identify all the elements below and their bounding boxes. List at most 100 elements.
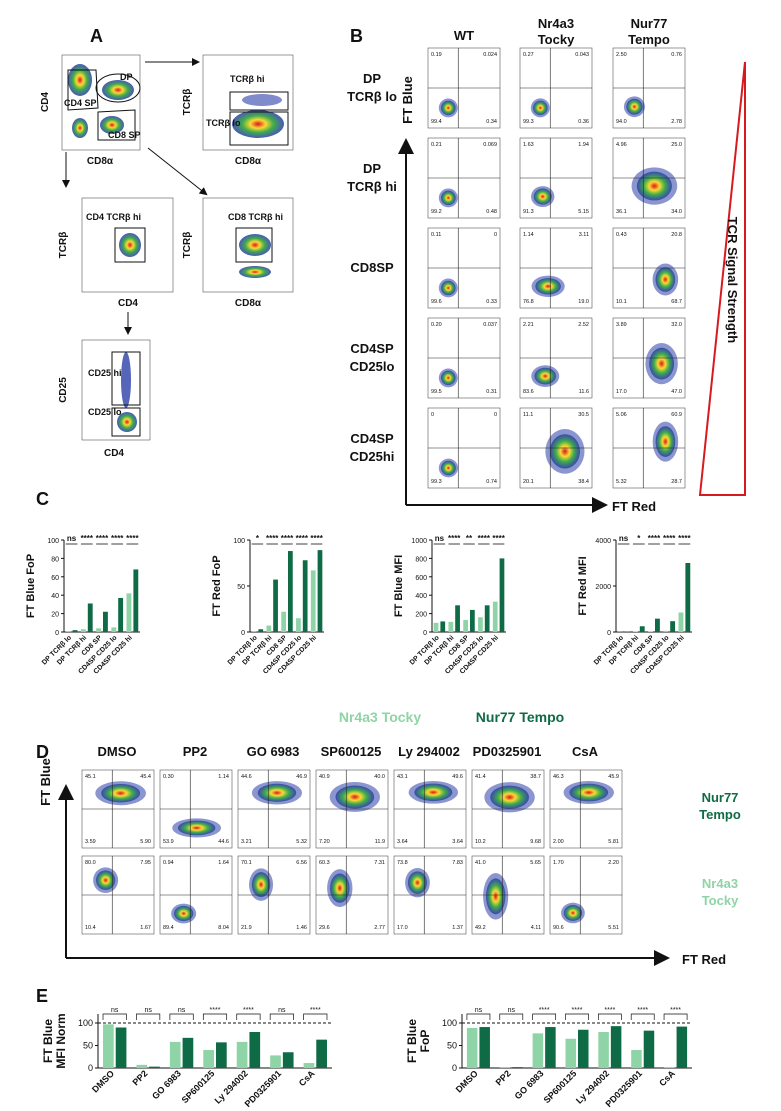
quadrant-value: 0 [494, 232, 497, 238]
density [441, 190, 456, 206]
y-axis-label: FT Red FoP [211, 555, 223, 616]
bar [182, 1037, 194, 1068]
quadrant-value: 0.19 [431, 52, 442, 58]
x-label: CD8α [235, 156, 262, 167]
significance: **** [210, 1007, 221, 1014]
column-header: Tempo [628, 32, 670, 47]
quadrant-value: 5.81 [608, 839, 619, 845]
quadrant-value: 2.00 [553, 839, 564, 845]
panel-a: A DP CD4 SP CD8 SP CD4 CD8α TCRβ hi TCRβ… [40, 26, 294, 459]
significance: **** [572, 1007, 583, 1014]
x-tick-label: GO 6983 [150, 1068, 183, 1101]
quadrant-value: 11.1 [523, 412, 533, 418]
quadrant-value: 0.76 [671, 52, 682, 58]
density [655, 426, 676, 457]
panel-letter: A [90, 26, 103, 46]
bar [643, 1030, 655, 1068]
quadrant-value: 44.6 [218, 839, 229, 845]
gate-label: CD4 TCRβ hi [86, 212, 141, 222]
quadrant-value: 2.50 [616, 52, 627, 58]
density [242, 94, 282, 106]
significance: ns [619, 534, 629, 543]
significance-bracket [466, 1013, 491, 1020]
significance: ns [111, 1007, 119, 1014]
bar [470, 609, 475, 632]
quadrant-value: 38.7 [530, 774, 541, 780]
quadrant-value: 99.5 [431, 389, 442, 395]
quadrant-value: 0.043 [575, 52, 589, 58]
bar [303, 1063, 315, 1068]
y-tick-label: 100 [233, 538, 245, 545]
bar [310, 570, 316, 632]
quadrant-value: 0.94 [163, 860, 174, 866]
y-tick-label: 0 [55, 630, 59, 637]
density [533, 100, 548, 116]
quadrant-value: 1.14 [523, 232, 534, 238]
significance: **** [310, 534, 323, 543]
quadrant-value: 2.52 [578, 322, 589, 328]
significance-bracket [269, 1013, 294, 1020]
gate-label: TCRβ hi [230, 74, 265, 84]
row-label: TCRβ hi [347, 179, 397, 194]
quadrant-value: 34.0 [671, 209, 682, 215]
bar [463, 620, 468, 632]
y-tick-label: 0 [88, 1063, 93, 1073]
condition-label: GO 6983 [247, 744, 300, 759]
y-axis-label: FT Blue MFI [393, 555, 405, 617]
quadrant-value: 91.3 [523, 209, 534, 215]
quadrant-value: 99.3 [523, 119, 534, 125]
quadrant-value: 2.21 [523, 322, 534, 328]
row-label: Tempo [699, 807, 741, 822]
condition-label: Ly 294002 [398, 744, 460, 759]
quadrant-value: 83.6 [523, 389, 534, 395]
bar [169, 1041, 181, 1068]
density [117, 412, 137, 432]
quadrant-value: 7.83 [452, 860, 463, 866]
quadrant-value: 99.3 [431, 479, 442, 485]
density [549, 434, 580, 469]
density [335, 785, 375, 809]
x-tick-label: SP600125 [180, 1068, 217, 1105]
bar [126, 593, 132, 632]
row-label: DP [363, 161, 381, 176]
y-tick-label: 20 [51, 612, 59, 619]
bar [266, 625, 272, 632]
bar [598, 1032, 609, 1068]
x-tick-label: PP2 [130, 1068, 149, 1087]
quadrant-value: 70.1 [241, 860, 252, 866]
quadrant-value: 53.9 [163, 839, 174, 845]
quadrant-value: 73.8 [397, 860, 408, 866]
bar [670, 621, 676, 632]
quadrant-value: 49.2 [475, 925, 486, 931]
significance-bracket [169, 1013, 194, 1020]
bar [545, 1027, 556, 1068]
y-label: CD4 [40, 92, 51, 112]
bar [270, 1055, 281, 1068]
column-header: Tocky [538, 32, 575, 47]
quadrant-value: 89.4 [163, 925, 174, 931]
quadrant-value: 40.9 [319, 774, 330, 780]
quadrant-value: 1.46 [296, 925, 307, 931]
bar [578, 1029, 589, 1068]
density [239, 266, 271, 278]
density [177, 820, 216, 836]
bar [532, 1033, 544, 1068]
column-header: Nr4a3 [538, 16, 574, 31]
quadrant-value: 99.6 [431, 299, 442, 305]
quadrant-value: 0.31 [486, 389, 497, 395]
density [68, 64, 92, 96]
quadrant-value: 49.6 [452, 774, 463, 780]
y-tick-label: 600 [415, 575, 427, 582]
y-tick-label: 0 [241, 630, 245, 637]
quadrant-value: 3.21 [241, 839, 252, 845]
bar [565, 1038, 576, 1068]
quadrant-value: 1.37 [452, 925, 463, 931]
bar [610, 1026, 622, 1068]
y-tick-label: 50 [83, 1041, 93, 1051]
density [533, 188, 552, 205]
bar [87, 603, 93, 632]
density [626, 98, 643, 115]
x-axis-label: FT Red [612, 499, 656, 514]
quadrant-value: 0.037 [483, 322, 497, 328]
quadrant-value: 5.15 [578, 209, 589, 215]
